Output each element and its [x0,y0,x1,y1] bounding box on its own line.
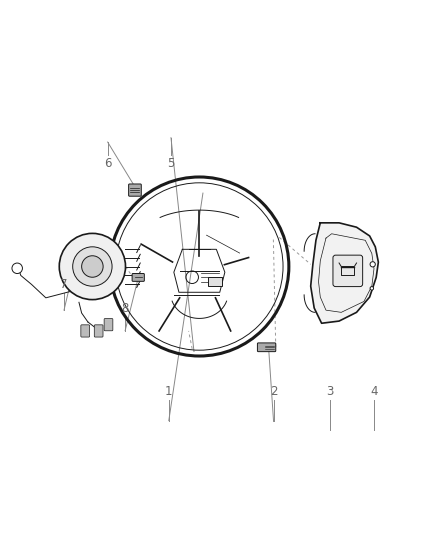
FancyBboxPatch shape [129,184,141,196]
Circle shape [370,262,375,267]
FancyBboxPatch shape [104,319,113,331]
Text: 5: 5 [167,157,175,169]
Text: 8: 8 [121,302,129,316]
FancyBboxPatch shape [94,325,103,337]
FancyBboxPatch shape [258,343,276,352]
Text: 7: 7 [60,278,68,292]
Circle shape [73,247,112,286]
Circle shape [12,263,22,273]
Text: 2: 2 [270,385,277,398]
Polygon shape [311,223,378,323]
FancyBboxPatch shape [81,325,90,337]
Circle shape [59,233,126,300]
FancyBboxPatch shape [132,273,145,281]
Text: 3: 3 [327,385,334,398]
Circle shape [370,287,374,290]
Circle shape [81,256,103,277]
FancyBboxPatch shape [333,255,363,287]
Text: 1: 1 [165,385,173,398]
FancyBboxPatch shape [208,277,222,286]
Text: 6: 6 [104,157,111,169]
Text: 4: 4 [370,385,378,398]
